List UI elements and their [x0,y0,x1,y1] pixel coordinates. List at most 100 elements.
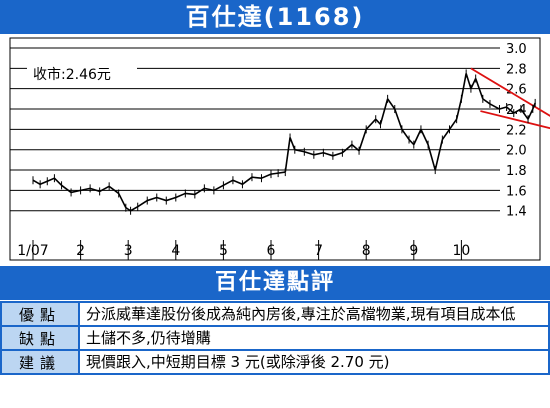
price-segment [284,137,291,173]
price-segment [527,108,534,120]
evaluation-table: 優點 分派威華達股份後成為純內房後,專注於高檔物業,現有項目成本低 缺點 土儲不… [0,301,550,375]
price-segment [323,152,334,157]
price-segment [441,128,451,141]
price-segment [358,129,367,151]
x-tick-label: 7 [314,243,323,259]
price-segment [394,108,403,130]
price-segment [32,179,41,185]
price-segment [434,139,444,171]
x-tick-label: 5 [219,243,228,259]
x-tick-label: 3 [124,243,133,259]
price-segment [379,98,389,125]
y-tick-label: 1.6 [506,184,527,199]
price-segment [448,118,458,130]
price-segment [146,196,158,202]
price-segment [137,199,148,208]
y-axis: 3.0 2.8 2.6 2.4 2.2 2.0 1.8 1.6 1.4 [506,42,527,220]
y-tick-label: 2.6 [506,83,527,98]
price-segment [386,98,396,110]
row-text-advice: 現價跟入,中短期目標 3 元(或除淨後 2.70 元) [78,349,550,375]
price-segment [294,148,305,153]
trendline [470,67,550,117]
x-tick-label: 6 [267,243,276,259]
row-text-cons: 土儲不多,仍待增購 [78,325,550,351]
close-annotation: 收市:2.46元 [33,66,111,83]
price-segment [420,129,429,145]
price-segment [365,118,377,130]
price-segment [166,196,177,202]
price-segment [474,78,484,100]
table-row: 優點 分派威華達股份後成為純內房後,專注於高檔物業,現有項目成本低 [0,301,550,327]
price-segment [513,108,522,114]
price-segment [375,118,382,125]
price-segment [278,171,286,174]
price-segment [460,73,467,100]
price-segment [489,103,500,110]
trendline [480,110,550,130]
row-label-advice: 建議 [0,349,80,375]
trendlines [470,67,550,130]
price-segment [413,129,422,145]
price-segment [89,187,100,193]
price-segment [213,184,224,192]
price-segment [332,152,343,157]
row-text-pros: 分派威華達股份後成為純內房後,專注於高檔物業,現有項目成本低 [78,301,550,327]
y-tick-label: 3.0 [506,42,527,57]
price-segment [46,177,55,182]
price-segment [204,187,215,192]
close-annotation-bg [27,62,137,84]
price-segment [70,189,81,194]
price-segment [223,179,234,187]
chart-title: 百仕達(1168) [0,0,550,34]
price-segment [156,196,167,202]
price-segment [53,177,63,186]
price-segment [61,184,72,194]
price-segment [251,176,262,179]
price-segment [408,138,415,146]
price-segment [117,193,127,209]
x-tick-label: 2 [76,243,85,259]
price-segment [304,150,315,156]
price-segment [465,73,472,89]
y-tick-label: 1.8 [506,164,527,179]
y-tick-label: 2.4 [506,103,527,118]
price-segment [401,128,410,141]
price-segment [261,173,272,179]
table-row: 缺點 土儲不多,仍待增購 [0,325,550,351]
price-segment [351,144,360,152]
price-segment [125,207,132,212]
gridlines [10,47,500,212]
price-segment [232,179,243,186]
price-segment [130,205,139,212]
price-chart: 3.0 2.8 2.6 2.4 2.2 2.0 1.8 1.6 1.4 1/07 2 3 4 5 6 7 8 9… [0,36,550,264]
price-segment [455,98,463,120]
x-tick-label: 4 [171,243,180,259]
price-segment [313,151,324,156]
y-tick-label: 2.2 [506,123,527,138]
price-segment [175,192,186,199]
price-segment [108,185,120,195]
price-segment [499,106,507,110]
chart-frame [9,37,541,261]
row-label-pros: 優點 [0,301,80,327]
price-segment [194,187,205,196]
price-segment [482,98,491,105]
price-segment [185,192,195,196]
price-segment [470,78,477,90]
x-tick-label: 8 [362,243,371,259]
y-tick-label: 2.8 [506,62,527,77]
x-tick-label: 9 [409,243,418,259]
price-segment [289,137,296,151]
y-tick-label: 1.4 [506,205,527,220]
price-series [32,69,536,215]
x-axis: 1/07 2 3 4 5 6 7 8 9 10 [17,240,470,260]
price-segment [506,106,515,114]
price-segment [520,108,529,120]
y-tick-label: 2.0 [506,144,527,159]
price-segment [427,144,436,171]
price-chart-svg: 3.0 2.8 2.6 2.4 2.2 2.0 1.8 1.6 1.4 1/07 2 3 4 5 6 7 8 9… [9,37,550,261]
price-segment [39,180,48,186]
row-label-cons: 缺點 [0,325,80,351]
price-segment [241,176,253,185]
price-segment [341,144,353,154]
